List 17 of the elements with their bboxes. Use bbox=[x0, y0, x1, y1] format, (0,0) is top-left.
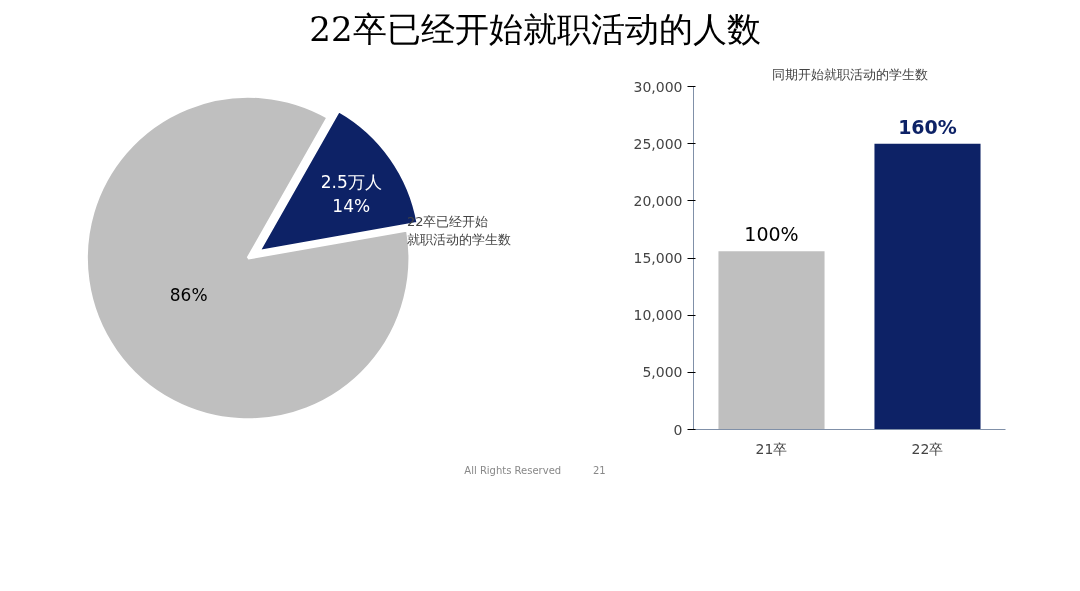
slice-label: 22卒已经开始就职活动的学生数 bbox=[406, 213, 511, 247]
data-label: 2.5万人 14% bbox=[320, 171, 382, 216]
y-tick-label: 0 bbox=[673, 421, 683, 438]
x-tick-label: 21卒 bbox=[755, 440, 788, 457]
y-tick-label: 15,000 bbox=[633, 249, 683, 266]
y-tick-label: 10,000 bbox=[633, 306, 683, 323]
y-tick-label: 20,000 bbox=[633, 192, 683, 209]
annotation: 160% bbox=[898, 115, 957, 138]
x-tick-label: 22卒 bbox=[911, 440, 944, 457]
y-tick-label: 25,000 bbox=[633, 135, 683, 152]
y-tick-label: 30,000 bbox=[633, 78, 683, 95]
chart-title: 同期开始就职活动的学生数 bbox=[771, 66, 928, 82]
data-label: 86% bbox=[169, 284, 208, 305]
y-tick-label: 5,000 bbox=[642, 363, 683, 380]
text: All Rights Reserved 21 bbox=[464, 464, 606, 476]
chart-title: 22卒已经开始就职活动的人数 bbox=[309, 8, 761, 51]
annotation: 100% bbox=[744, 222, 799, 245]
